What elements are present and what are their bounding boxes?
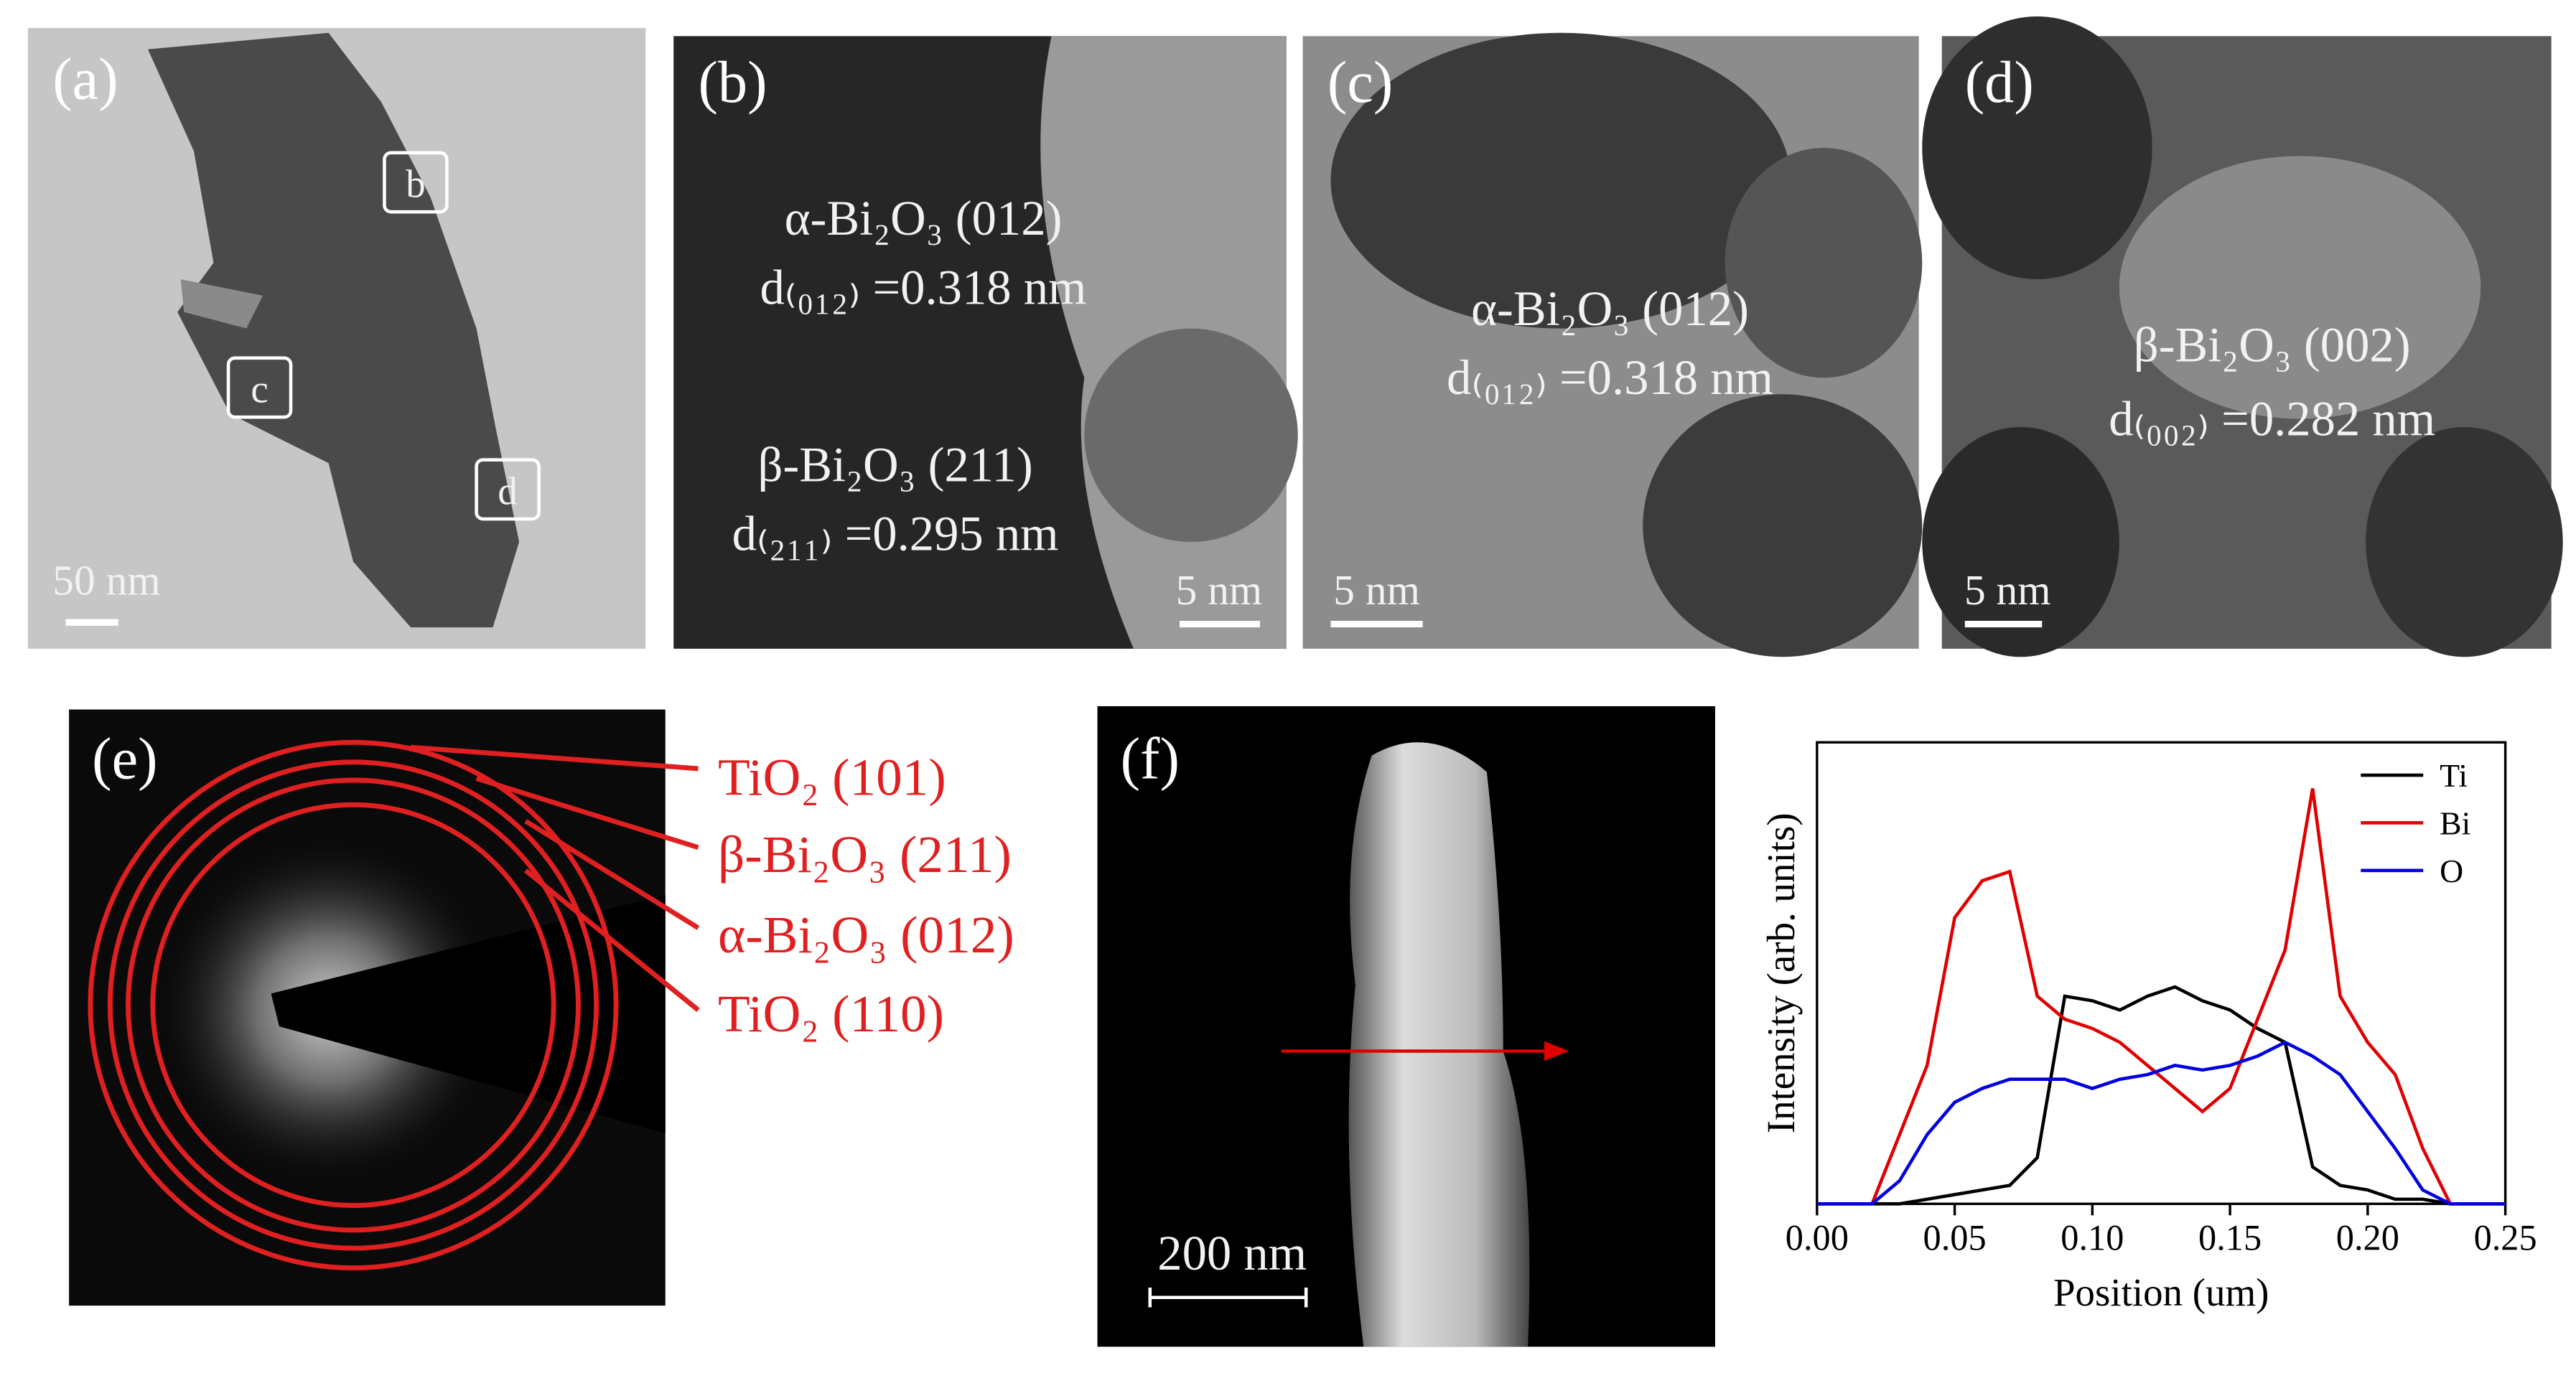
panel-label: (e): [92, 726, 157, 792]
series-line: [1816, 985, 2506, 1206]
ring: [126, 777, 581, 1233]
region-label: d: [498, 469, 517, 513]
scale-bar-label: 5 nm: [1176, 566, 1263, 614]
panel-label: (d): [1965, 50, 2034, 115]
panel-label: (a): [52, 46, 118, 111]
x-tick-label: 0.10: [2061, 1217, 2124, 1257]
particle: [1643, 394, 1923, 657]
region-label: b: [406, 162, 425, 206]
annotation: d₍₀₀₂₎ =0.282 nm: [2109, 391, 2435, 446]
line-profile-chart: 0.00 0.05 0.10 0.15 0.20 0.25 Position (um) Int…: [1759, 741, 2537, 1314]
pointer: [524, 868, 700, 1012]
annotation: d₍₂₁₁₎ =0.295 nm: [732, 507, 1059, 561]
x-tick-label: 0.00: [1786, 1217, 1849, 1257]
diffraction-rings: [88, 739, 700, 1270]
particle: [1330, 32, 1791, 329]
panel-a: (a) b c d 50 nm: [27, 27, 646, 649]
series-line: [1816, 788, 2506, 1206]
panel-d: (d) β-Bi₂O₃ (002) d₍₀₀₂₎ =0.282 nm 5 nm: [1922, 16, 2563, 657]
panel-e: (e) TiO₂ (101) β-Bi₂O₃ (211) α-Bi₂O₃ (01…: [69, 709, 1014, 1306]
ring-label: α-Bi₂O₃ (012): [718, 906, 1014, 964]
annotation: d₍₀₁₂₎ =0.318 nm: [760, 260, 1087, 314]
region-box: [226, 356, 293, 419]
scale-bar-label: 5 nm: [1964, 566, 2051, 614]
panel-label: (b): [699, 50, 767, 115]
annotation: β-Bi₂O₃ (211): [757, 437, 1032, 492]
ring-label: TiO₂ (110): [718, 985, 944, 1043]
legend-label: O: [2440, 853, 2463, 889]
particle: [1725, 147, 1923, 378]
legend-label: Bi: [2440, 805, 2470, 841]
x-tick-label: 0.25: [2474, 1217, 2537, 1257]
nanorod: [1348, 742, 1530, 1347]
region-box: [383, 151, 449, 214]
panel-c: (c) α-Bi₂O₃ (012) d₍₀₁₂₎ =0.318 nm 5 nm: [1302, 32, 1923, 657]
x-tick-label: 0.15: [2198, 1217, 2262, 1257]
ring: [107, 759, 599, 1251]
annotation: α-Bi₂O₃ (012): [785, 191, 1063, 245]
scan-arrow: [1544, 1041, 1569, 1062]
region-label: c: [251, 367, 268, 411]
region-box: [475, 458, 541, 521]
pointer: [524, 819, 700, 930]
legend-label: Ti: [2440, 757, 2468, 794]
nanorod: [147, 32, 520, 628]
particle: [1084, 328, 1298, 543]
annotation: β-Bi₂O₃ (002): [2134, 317, 2411, 372]
pointer: [410, 744, 699, 772]
scale-bar-label: 50 nm: [52, 556, 160, 604]
scale-bar: [1148, 1288, 1308, 1308]
plot-frame: [1816, 741, 2507, 1206]
y-axis-label: Intensity (arb. units): [1759, 812, 1803, 1133]
shell: [180, 279, 263, 329]
particle: [1922, 16, 2152, 280]
scale-bar-label: 200 nm: [1157, 1226, 1307, 1280]
x-axis-label: Position (um): [2053, 1270, 2269, 1314]
ring-label: β-Bi₂O₃ (211): [718, 825, 1012, 884]
ring: [88, 739, 619, 1270]
panel-b: (b) α-Bi₂O₃ (012) d₍₀₁₂₎ =0.318 nm β-Bi₂…: [673, 36, 1298, 649]
ring-label: TiO₂ (101): [718, 749, 946, 807]
series-line: [1816, 1040, 2506, 1206]
ring: [150, 802, 556, 1209]
panel-label: (c): [1327, 50, 1393, 115]
annotation: d₍₀₁₂₎ =0.318 nm: [1447, 350, 1773, 405]
pointer: [475, 776, 699, 850]
scale-bar-label: 5 nm: [1333, 566, 1420, 614]
particle: [2366, 426, 2563, 657]
panel-f: (f) 200 nm: [1097, 706, 1715, 1347]
panel-label: (f): [1121, 726, 1180, 792]
annotation: α-Bi₂O₃ (012): [1471, 281, 1749, 336]
particle: [2119, 156, 2481, 419]
x-tick-label: 0.20: [2336, 1217, 2399, 1257]
x-tick-label: 0.05: [1923, 1217, 1987, 1257]
particle: [1922, 426, 2119, 657]
